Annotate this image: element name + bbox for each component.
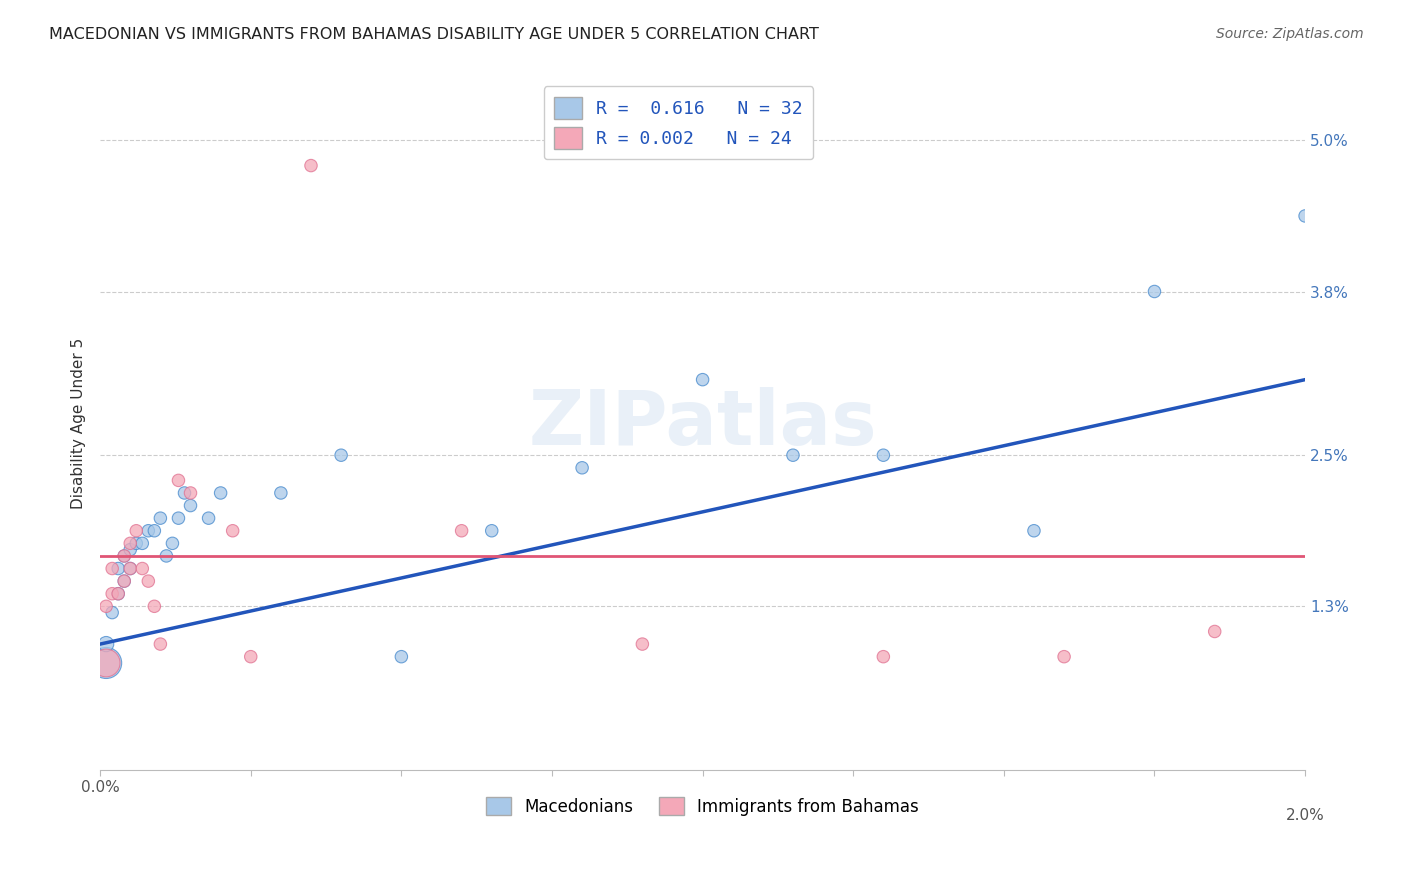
Point <box>179 486 201 500</box>
Point <box>631 637 654 651</box>
Point <box>149 637 172 651</box>
Legend: Macedonians, Immigrants from Bahamas: Macedonians, Immigrants from Bahamas <box>478 789 927 824</box>
Point <box>167 474 190 488</box>
Point <box>571 460 593 475</box>
Point <box>112 549 135 563</box>
Point <box>143 599 166 614</box>
Point <box>209 486 232 500</box>
Point <box>179 499 201 513</box>
Point <box>125 536 148 550</box>
Point <box>1143 285 1166 299</box>
Point <box>120 542 142 557</box>
Point <box>389 649 412 664</box>
Point <box>1053 649 1076 664</box>
Point <box>1022 524 1045 538</box>
Point <box>149 511 172 525</box>
Point <box>120 561 142 575</box>
Point <box>330 448 353 462</box>
Text: ZIPatlas: ZIPatlas <box>529 387 877 461</box>
Point <box>120 561 142 575</box>
Y-axis label: Disability Age Under 5: Disability Age Under 5 <box>72 338 86 509</box>
Point <box>112 574 135 588</box>
Point <box>131 536 153 550</box>
Point <box>692 373 714 387</box>
Text: Source: ZipAtlas.com: Source: ZipAtlas.com <box>1216 27 1364 41</box>
Point <box>239 649 262 664</box>
Point <box>481 524 503 538</box>
Point <box>112 574 135 588</box>
Point <box>221 524 243 538</box>
Point <box>782 448 804 462</box>
Point <box>450 524 472 538</box>
Point <box>270 486 292 500</box>
Point <box>1294 209 1316 223</box>
Point <box>872 448 894 462</box>
Point <box>120 536 142 550</box>
Point <box>107 587 129 601</box>
Point <box>162 536 184 550</box>
Point <box>167 511 190 525</box>
Point <box>143 524 166 538</box>
Point <box>173 486 195 500</box>
Point <box>96 656 118 670</box>
Point <box>125 524 148 538</box>
Point <box>131 561 153 575</box>
Point <box>96 656 118 670</box>
Point <box>107 587 129 601</box>
Point <box>197 511 219 525</box>
Point <box>299 159 322 173</box>
Point <box>101 561 124 575</box>
Point <box>136 524 159 538</box>
Text: MACEDONIAN VS IMMIGRANTS FROM BAHAMAS DISABILITY AGE UNDER 5 CORRELATION CHART: MACEDONIAN VS IMMIGRANTS FROM BAHAMAS DI… <box>49 27 820 42</box>
Point <box>155 549 177 563</box>
Point <box>107 561 129 575</box>
Text: 2.0%: 2.0% <box>1285 808 1324 822</box>
Point <box>136 574 159 588</box>
Point <box>101 606 124 620</box>
Point <box>96 599 118 614</box>
Point <box>112 549 135 563</box>
Point <box>872 649 894 664</box>
Point <box>96 637 118 651</box>
Point <box>1204 624 1226 639</box>
Point <box>101 587 124 601</box>
